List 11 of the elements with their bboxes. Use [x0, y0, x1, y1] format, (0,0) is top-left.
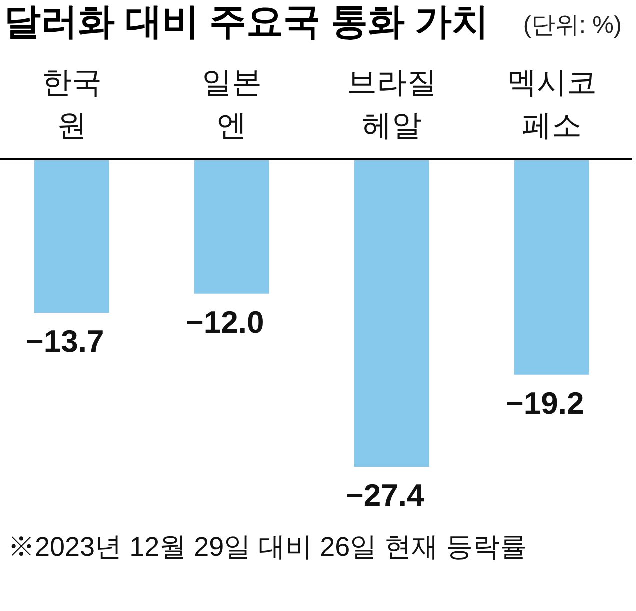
data-label: −27.4 [346, 478, 425, 513]
text: ※2023년 12월 29일 대비 26일 현재 등락률 [8, 532, 528, 562]
data-label: −13.7 [26, 324, 104, 359]
chart-subtitle: (단위: %) [523, 12, 622, 39]
chart-title: 달러화 대비 주요국 통화 가치 [4, 1, 490, 42]
data-label: −19.2 [506, 386, 584, 421]
x-tick-label: 일본 엔 [202, 66, 262, 142]
x-tick-label: 브라질 헤알 [347, 66, 437, 142]
data-label: −12.0 [186, 304, 264, 340]
x-tick-label: 한국 원 [42, 66, 102, 142]
x-tick-label: 멕시코 페소 [507, 66, 597, 142]
